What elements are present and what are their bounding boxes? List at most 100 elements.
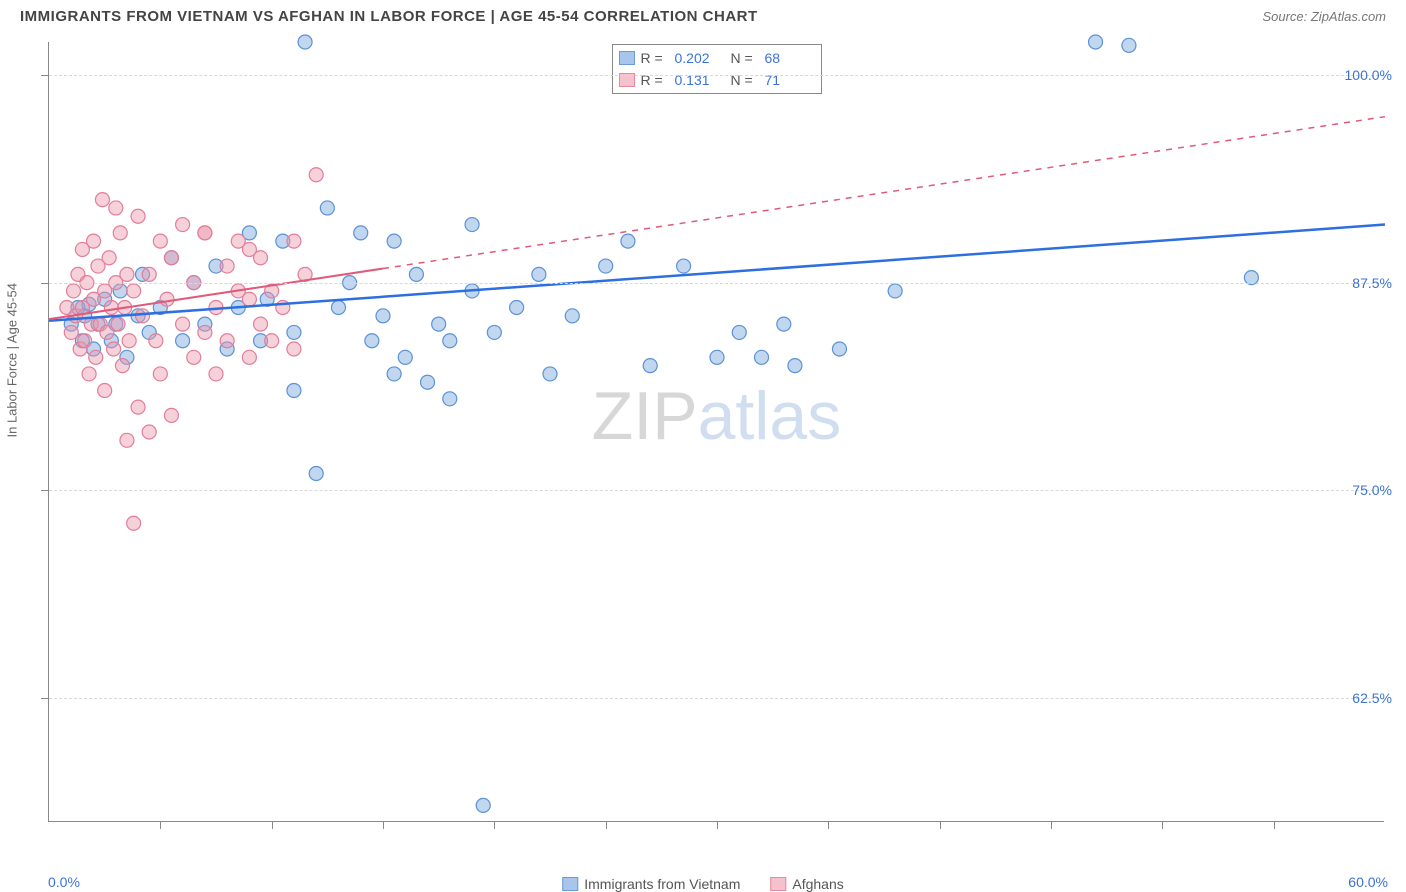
scatter-point — [287, 384, 301, 398]
scatter-point — [510, 301, 524, 315]
scatter-point — [120, 267, 134, 281]
scatter-point — [104, 301, 118, 315]
scatter-point — [298, 35, 312, 49]
x-min-label: 0.0% — [48, 874, 80, 890]
scatter-point — [443, 334, 457, 348]
legend-swatch — [562, 877, 578, 891]
scatter-point — [788, 359, 802, 373]
trend-line-dashed — [383, 117, 1385, 269]
scatter-point — [287, 342, 301, 356]
scatter-point — [160, 292, 174, 306]
scatter-point — [888, 284, 902, 298]
n-value: 68 — [765, 50, 815, 66]
scatter-point — [354, 226, 368, 240]
x-max-label: 60.0% — [1348, 874, 1388, 890]
legend-label: Afghans — [792, 876, 843, 892]
scatter-point — [111, 317, 125, 331]
scatter-point — [176, 317, 190, 331]
scatter-point — [365, 334, 379, 348]
series-legend: Immigrants from Vietnam Afghans — [562, 876, 844, 892]
scatter-point — [78, 334, 92, 348]
scatter-point — [198, 325, 212, 339]
scatter-point — [164, 408, 178, 422]
scatter-point — [89, 350, 103, 364]
scatter-point — [487, 325, 501, 339]
scatter-point — [242, 242, 256, 256]
scatter-point — [1122, 38, 1136, 52]
chart-plot-area: ZIPatlas R =0.202N =68R =0.131N =71 — [48, 42, 1384, 822]
scatter-point — [532, 267, 546, 281]
scatter-point — [122, 334, 136, 348]
scatter-svg — [49, 42, 1384, 821]
y-tick-label: 87.5% — [1352, 275, 1392, 291]
chart-title: IMMIGRANTS FROM VIETNAM VS AFGHAN IN LAB… — [20, 8, 758, 25]
scatter-point — [153, 234, 167, 248]
scatter-point — [98, 384, 112, 398]
scatter-point — [149, 334, 163, 348]
scatter-point — [220, 259, 234, 273]
scatter-point — [115, 359, 129, 373]
scatter-point — [732, 325, 746, 339]
scatter-point — [254, 317, 268, 331]
scatter-point — [476, 798, 490, 812]
n-label: N = — [731, 50, 759, 66]
scatter-point — [242, 350, 256, 364]
scatter-point — [643, 359, 657, 373]
scatter-point — [287, 325, 301, 339]
legend-swatch — [619, 51, 635, 65]
scatter-point — [621, 234, 635, 248]
scatter-point — [565, 309, 579, 323]
scatter-point — [153, 367, 167, 381]
scatter-point — [320, 201, 334, 215]
gridline-h — [49, 75, 1384, 76]
y-axis-label: In Labor Force | Age 45-54 — [5, 283, 20, 437]
scatter-point — [409, 267, 423, 281]
y-tick-label: 100.0% — [1345, 67, 1392, 83]
legend-label: Immigrants from Vietnam — [584, 876, 740, 892]
scatter-point — [242, 292, 256, 306]
scatter-point — [164, 251, 178, 265]
scatter-point — [287, 234, 301, 248]
scatter-point — [176, 218, 190, 232]
scatter-point — [176, 334, 190, 348]
source-label: Source: ZipAtlas.com — [1262, 9, 1386, 24]
scatter-point — [265, 334, 279, 348]
gridline-h — [49, 283, 1384, 284]
scatter-point — [95, 193, 109, 207]
scatter-point — [107, 342, 121, 356]
scatter-point — [599, 259, 613, 273]
legend-item: Immigrants from Vietnam — [562, 876, 740, 892]
scatter-point — [109, 201, 123, 215]
scatter-point — [127, 516, 141, 530]
scatter-point — [136, 309, 150, 323]
scatter-point — [710, 350, 724, 364]
scatter-point — [82, 367, 96, 381]
scatter-point — [331, 301, 345, 315]
scatter-point — [1089, 35, 1103, 49]
scatter-point — [131, 209, 145, 223]
scatter-point — [777, 317, 791, 331]
y-tick-label: 75.0% — [1352, 482, 1392, 498]
scatter-point — [432, 317, 446, 331]
gridline-h — [49, 490, 1384, 491]
correlation-legend: R =0.202N =68R =0.131N =71 — [612, 44, 822, 94]
scatter-point — [443, 392, 457, 406]
scatter-point — [131, 400, 145, 414]
scatter-point — [376, 309, 390, 323]
scatter-point — [113, 226, 127, 240]
r-value: 0.202 — [675, 50, 725, 66]
scatter-point — [87, 234, 101, 248]
legend-stat-row: R =0.202N =68 — [619, 47, 815, 69]
scatter-point — [309, 466, 323, 480]
scatter-point — [102, 251, 116, 265]
scatter-point — [198, 226, 212, 240]
legend-item: Afghans — [770, 876, 843, 892]
scatter-point — [187, 350, 201, 364]
scatter-point — [64, 325, 78, 339]
scatter-point — [66, 284, 80, 298]
legend-swatch — [770, 877, 786, 891]
scatter-point — [142, 425, 156, 439]
scatter-point — [398, 350, 412, 364]
scatter-point — [387, 367, 401, 381]
y-tick-label: 62.5% — [1352, 690, 1392, 706]
